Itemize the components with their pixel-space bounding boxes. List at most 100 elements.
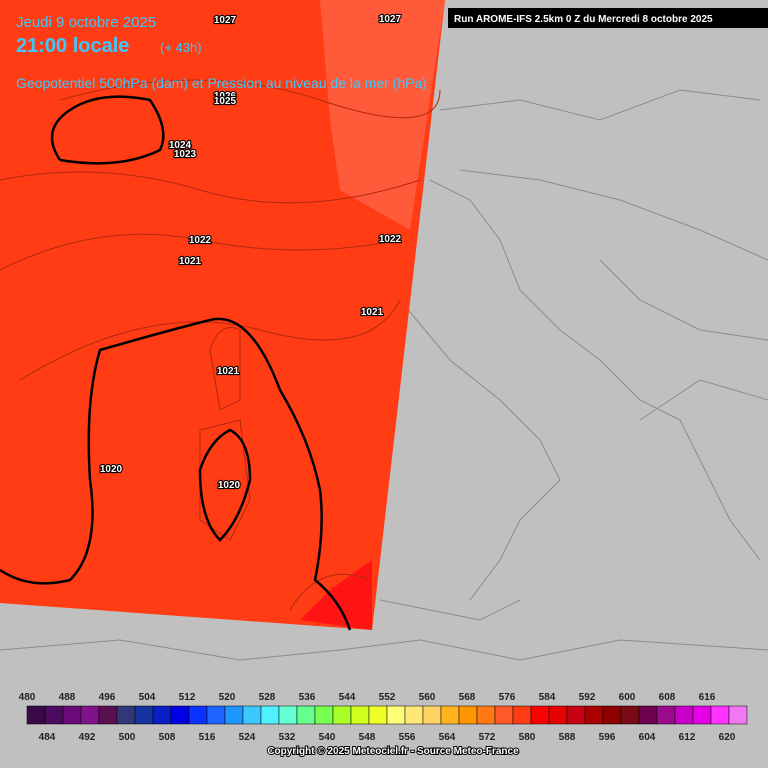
colorbar-swatch bbox=[692, 705, 712, 725]
isobar-label: 1022 bbox=[189, 235, 212, 246]
colorbar-swatch bbox=[710, 705, 730, 725]
colorbar-swatch bbox=[584, 705, 604, 725]
colorbar-swatch bbox=[674, 705, 694, 725]
colorbar-label: 572 bbox=[479, 732, 496, 743]
colorbar-label: 580 bbox=[519, 732, 536, 743]
colorbar-swatch bbox=[242, 705, 262, 725]
colorbar-label: 612 bbox=[679, 732, 696, 743]
colorbar-swatch bbox=[62, 705, 82, 725]
colorbar-label: 536 bbox=[299, 692, 316, 703]
colorbar-label: 616 bbox=[699, 692, 716, 703]
colorbar-swatch bbox=[620, 705, 640, 725]
run-box bbox=[448, 8, 768, 28]
colorbar-label: 604 bbox=[639, 732, 656, 743]
colorbar-label: 596 bbox=[599, 732, 616, 743]
colorbar-label: 552 bbox=[379, 692, 396, 703]
colorbar-label: 516 bbox=[199, 732, 216, 743]
run-info: Run AROME-IFS 2.5km 0 Z du Mercredi 8 oc… bbox=[454, 14, 713, 25]
colorbar-swatch bbox=[44, 705, 64, 725]
subtitle: Geopotentiel 500hPa (dam) et Pression au… bbox=[16, 75, 427, 91]
colorbar-label: 520 bbox=[219, 692, 236, 703]
colorbar-label: 544 bbox=[339, 692, 356, 703]
colorbar-label: 588 bbox=[559, 732, 576, 743]
colorbar-label: 540 bbox=[319, 732, 336, 743]
colorbar-swatch bbox=[566, 705, 586, 725]
time: 21:00 locale bbox=[16, 35, 129, 57]
colorbar-swatch bbox=[332, 705, 352, 725]
isobar-label: 1024 bbox=[169, 140, 192, 151]
colorbar-label: 524 bbox=[239, 732, 256, 743]
colorbar-swatch bbox=[26, 705, 46, 725]
model-domain bbox=[0, 0, 445, 630]
colorbar-swatch bbox=[548, 705, 568, 725]
colorbar-swatch bbox=[458, 705, 478, 725]
colorbar-label: 556 bbox=[399, 732, 416, 743]
colorbar-label: 576 bbox=[499, 692, 516, 703]
colorbar-label: 568 bbox=[459, 692, 476, 703]
colorbar-swatch bbox=[134, 705, 154, 725]
colorbar-label: 480 bbox=[19, 692, 36, 703]
isobar-label: 1022 bbox=[379, 234, 402, 245]
colorbar-label: 532 bbox=[279, 732, 296, 743]
colorbar-swatch bbox=[422, 705, 442, 725]
thin-contours bbox=[0, 79, 441, 611]
colorbar-label: 484 bbox=[39, 732, 56, 743]
colorbar-swatch bbox=[98, 705, 118, 725]
colorbar-swatch bbox=[638, 705, 658, 725]
colorbar-swatch bbox=[278, 705, 298, 725]
colorbar-swatch bbox=[206, 705, 226, 725]
colorbar-swatch bbox=[404, 705, 424, 725]
colorbar-swatch bbox=[152, 705, 172, 725]
colorbar-label: 600 bbox=[619, 692, 636, 703]
colorbar-swatch bbox=[296, 705, 316, 725]
colorbar-swatch bbox=[602, 705, 622, 725]
isobar-label: 1021 bbox=[179, 256, 202, 267]
colorbar-swatch bbox=[260, 705, 280, 725]
colorbar-swatch bbox=[728, 705, 748, 725]
colorbar-swatch bbox=[224, 705, 244, 725]
colorbar-swatch bbox=[656, 705, 676, 725]
colorbar-label: 592 bbox=[579, 692, 596, 703]
colorbar-label: 564 bbox=[439, 732, 456, 743]
colorbar-swatch bbox=[512, 705, 532, 725]
colorbar-label: 492 bbox=[79, 732, 96, 743]
colorbar-label: 528 bbox=[259, 692, 276, 703]
isobar-label: 1021 bbox=[217, 366, 240, 377]
colorbar-swatch bbox=[80, 705, 100, 725]
colorbar-swatch bbox=[530, 705, 550, 725]
colorbar-swatch bbox=[386, 705, 406, 725]
light-zone bbox=[320, 0, 445, 230]
isobar-label: 1021 bbox=[361, 307, 384, 318]
colorbar-label: 560 bbox=[419, 692, 436, 703]
isobar-label: 1020 bbox=[100, 464, 123, 475]
lead-time: (+ 43h) bbox=[160, 40, 202, 55]
colorbar-label: 620 bbox=[719, 732, 736, 743]
isobar-label: 1020 bbox=[218, 480, 241, 491]
colorbar-swatch bbox=[170, 705, 190, 725]
colorbar-label: 512 bbox=[179, 692, 196, 703]
colorbar-label: 584 bbox=[539, 692, 556, 703]
colorbar-label: 508 bbox=[159, 732, 176, 743]
colorbar-swatch bbox=[314, 705, 334, 725]
colorbar-label: 608 bbox=[659, 692, 676, 703]
colorbar-swatch bbox=[368, 705, 388, 725]
isobar-label: 1026 bbox=[214, 91, 237, 102]
isobar-label: 1027 bbox=[379, 14, 402, 25]
colorbar-label: 504 bbox=[139, 692, 156, 703]
isobar-label: 1025 bbox=[214, 96, 237, 107]
colorbar-swatch bbox=[350, 705, 370, 725]
colorbar-swatch bbox=[494, 705, 514, 725]
colorbar-swatch bbox=[116, 705, 136, 725]
dark-zone bbox=[300, 560, 372, 630]
colorbar-label: 496 bbox=[99, 692, 116, 703]
isobar-label: 1023 bbox=[174, 149, 197, 160]
colorbar-label: 548 bbox=[359, 732, 376, 743]
colorbar-label: 500 bbox=[119, 732, 136, 743]
colorbar-label: 488 bbox=[59, 692, 76, 703]
isobar-label: 1027 bbox=[214, 15, 237, 26]
borders bbox=[0, 89, 768, 661]
copyright: Copyright © 2025 Meteociel.fr - Source M… bbox=[267, 746, 519, 757]
colorbar-swatch bbox=[188, 705, 208, 725]
date: Jeudi 9 octobre 2025 bbox=[16, 14, 156, 31]
